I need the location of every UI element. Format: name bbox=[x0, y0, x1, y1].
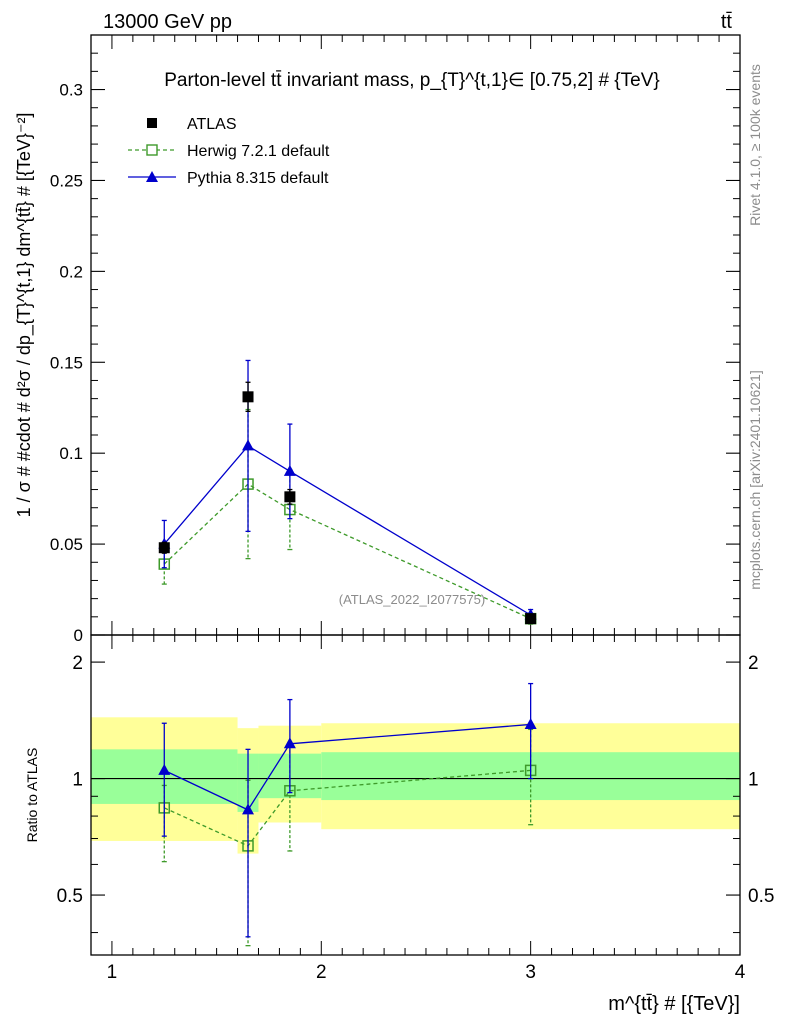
ratio-pythia-point bbox=[283, 737, 296, 749]
ratio-uncertainty-bands bbox=[91, 717, 740, 854]
plot-title: Parton-level tt̄ invariant mass, p_{T}^{… bbox=[164, 70, 659, 91]
main-ytick-label: 0.25 bbox=[50, 171, 83, 190]
analysis-watermark: (ATLAS_2022_I2077575) bbox=[339, 592, 485, 607]
ratio-pythia-point bbox=[524, 717, 537, 729]
ratio-xtick-label: 2 bbox=[316, 962, 327, 983]
legend-herwig-label: Herwig 7.2.1 default bbox=[187, 143, 330, 160]
process-label: tt̄ bbox=[721, 11, 733, 33]
main-ytick-label: 0.3 bbox=[59, 81, 83, 100]
atlas-point bbox=[158, 542, 170, 554]
mcplots-label: mcplots.cern.ch [arXiv:2401.10621] bbox=[747, 370, 763, 589]
ratio-pythia-point bbox=[242, 803, 255, 815]
main-ytick-label: 0.15 bbox=[50, 353, 83, 372]
ratio-ytick-label: 0.5 bbox=[57, 886, 83, 907]
pythia-line bbox=[163, 445, 531, 616]
main-ytick-label: 0 bbox=[74, 626, 83, 645]
energy-label: 13000 GeV pp bbox=[103, 11, 232, 33]
pythia-point bbox=[242, 439, 255, 451]
ratio-xtick-label: 1 bbox=[107, 962, 118, 983]
main-ytick-label: 0.1 bbox=[59, 444, 83, 463]
legend: ATLAS Herwig 7.2.1 default Pythia 8.315 … bbox=[128, 116, 330, 187]
ratio-ytick-label: 2 bbox=[72, 653, 83, 674]
atlas-point bbox=[525, 613, 537, 625]
ratio-ytick-label-right: 1 bbox=[748, 770, 759, 791]
ratio-pythia-point bbox=[158, 763, 171, 775]
rivet-label: Rivet 4.1.0, ≥ 100k events bbox=[747, 64, 763, 226]
x-axis-label: m^{tt̄} # [{TeV}] bbox=[608, 993, 740, 1015]
ratio-xtick-label: 3 bbox=[525, 962, 536, 983]
ratio-plot-frame bbox=[90, 634, 741, 956]
ratio-y-axis-label: Ratio to ATLAS bbox=[24, 748, 40, 843]
legend-pythia-label: Pythia 8.315 default bbox=[187, 170, 329, 187]
main-series-layer bbox=[158, 359, 537, 625]
main-ytick-label: 0.05 bbox=[50, 535, 83, 554]
ratio-pythia-line bbox=[163, 723, 531, 811]
legend-atlas-marker bbox=[147, 118, 157, 128]
ratio-ytick-label: 1 bbox=[72, 770, 83, 791]
main-ytick-label: 0.2 bbox=[59, 262, 83, 281]
y-axis-label: 1 / σ # #cdot # d²σ / dp_{T}^{t,1} dm^{t… bbox=[14, 113, 35, 518]
pythia-point bbox=[283, 464, 296, 476]
atlas-point bbox=[242, 391, 254, 403]
ratio-ytick-label-right: 2 bbox=[748, 653, 759, 674]
herwig-line bbox=[163, 483, 531, 620]
legend-atlas-label: ATLAS bbox=[187, 116, 237, 133]
ratio-series-layer bbox=[158, 682, 537, 947]
ratio-ytick-label-right: 0.5 bbox=[748, 886, 774, 907]
legend-herwig-marker bbox=[146, 144, 158, 156]
legend-pythia-marker bbox=[146, 171, 158, 182]
atlas-point bbox=[284, 491, 296, 503]
ratio-xtick-label: 4 bbox=[735, 962, 746, 983]
ratio-herwig-line bbox=[164, 769, 531, 847]
